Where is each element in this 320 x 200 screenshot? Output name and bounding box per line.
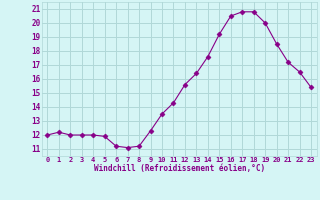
X-axis label: Windchill (Refroidissement éolien,°C): Windchill (Refroidissement éolien,°C) <box>94 164 265 173</box>
